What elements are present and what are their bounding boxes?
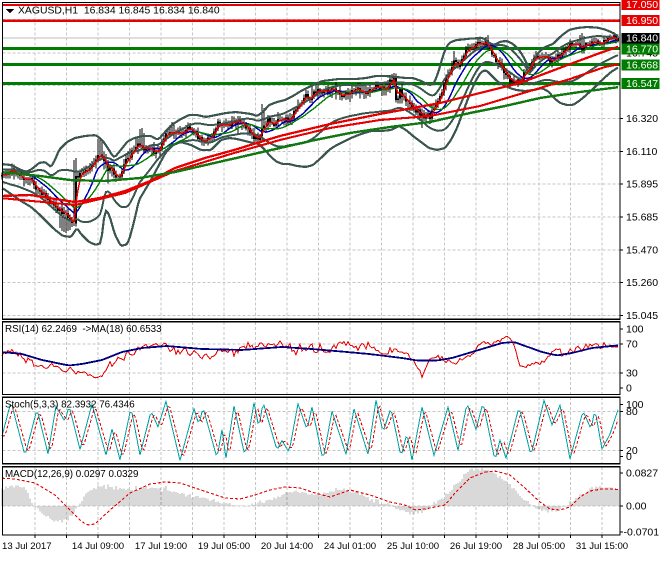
svg-text:16.547: 16.547 xyxy=(626,78,658,90)
svg-text:20 Jul 14:00: 20 Jul 14:00 xyxy=(261,541,313,552)
svg-text:100: 100 xyxy=(626,324,644,336)
svg-text:17 Jul 19:00: 17 Jul 19:00 xyxy=(135,541,187,552)
svg-text:16.840: 16.840 xyxy=(626,33,658,45)
svg-text:100: 100 xyxy=(626,399,644,411)
svg-text:16.668: 16.668 xyxy=(626,59,658,71)
svg-text:15.470: 15.470 xyxy=(626,244,658,256)
svg-text:15.685: 15.685 xyxy=(626,212,658,224)
svg-text:Stoch(5,3,3) 82.3932 76.4346: Stoch(5,3,3) 82.3932 76.4346 xyxy=(5,400,135,411)
svg-text:16.770: 16.770 xyxy=(626,44,658,56)
svg-text:XAGUSD,H1 16.834 16.845 16.83: XAGUSD,H1 16.834 16.845 16.834 16.840 xyxy=(18,6,220,17)
svg-text:80: 80 xyxy=(626,406,638,418)
svg-text:25 Jul 10:00: 25 Jul 10:00 xyxy=(387,541,439,552)
svg-text:0: 0 xyxy=(626,383,632,395)
svg-text:20: 20 xyxy=(626,445,638,457)
svg-text:26 Jul 19:00: 26 Jul 19:00 xyxy=(450,541,502,552)
svg-text:0.00: 0.00 xyxy=(626,501,647,513)
svg-text:14 Jul 09:00: 14 Jul 09:00 xyxy=(72,541,124,552)
svg-text:0: 0 xyxy=(626,451,632,463)
svg-text:70: 70 xyxy=(626,338,638,350)
svg-text:16.950: 16.950 xyxy=(626,15,658,27)
svg-text:RSI(14) 62.2469 ->MA(18) 60.6: RSI(14) 62.2469 ->MA(18) 60.6533 xyxy=(5,324,162,335)
svg-text:30: 30 xyxy=(626,368,638,380)
svg-text:15.895: 15.895 xyxy=(626,179,658,191)
svg-text:0.0827: 0.0827 xyxy=(626,468,658,480)
svg-text:-0.0701: -0.0701 xyxy=(624,527,660,539)
svg-text:15.045: 15.045 xyxy=(626,310,658,322)
svg-text:24 Jul 01:00: 24 Jul 01:00 xyxy=(324,541,376,552)
svg-text:15.260: 15.260 xyxy=(626,277,658,289)
svg-text:19 Jul 05:00: 19 Jul 05:00 xyxy=(198,541,250,552)
svg-text:13 Jul 2017: 13 Jul 2017 xyxy=(2,541,52,552)
svg-text:MACD(12,26,9) 0.0297 0.0329: MACD(12,26,9) 0.0297 0.0329 xyxy=(5,469,138,480)
svg-text:16.110: 16.110 xyxy=(626,146,657,158)
svg-text:17.050: 17.050 xyxy=(626,0,658,11)
svg-text:31 Jul 15:00: 31 Jul 15:00 xyxy=(576,541,628,552)
svg-text:16.320: 16.320 xyxy=(626,113,658,125)
svg-text:28 Jul 05:00: 28 Jul 05:00 xyxy=(513,541,565,552)
